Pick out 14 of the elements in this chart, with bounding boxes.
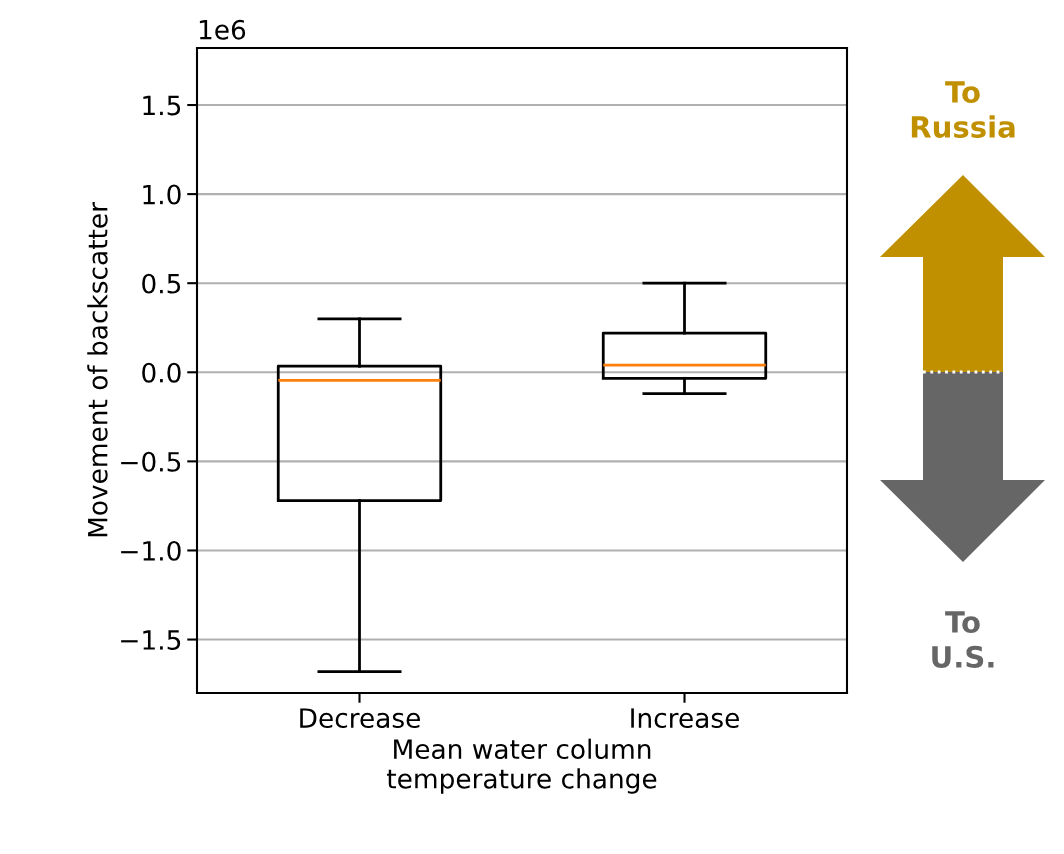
y-tick-label: −1.5 — [121, 630, 181, 650]
text: To Russia — [911, 81, 1015, 138]
y-tick-label: 0.0 — [142, 362, 181, 383]
y-axis-title: Movement of backscatter — [87, 202, 108, 537]
text: To U.S. — [932, 611, 994, 668]
y-tick-label: −1.0 — [121, 540, 181, 561]
y-tick-label: 0.5 — [142, 273, 181, 294]
y-tick-label: −0.5 — [121, 451, 181, 472]
y-tick-label: 1.0 — [143, 184, 181, 205]
y-tick-label: 1.5 — [143, 95, 181, 116]
x-tick-label: Increase — [631, 708, 739, 729]
x-axis-title: Mean water column temperature change — [387, 738, 657, 794]
text: 1e6 — [199, 19, 246, 40]
x-tick-label: Decrease — [300, 708, 420, 729]
